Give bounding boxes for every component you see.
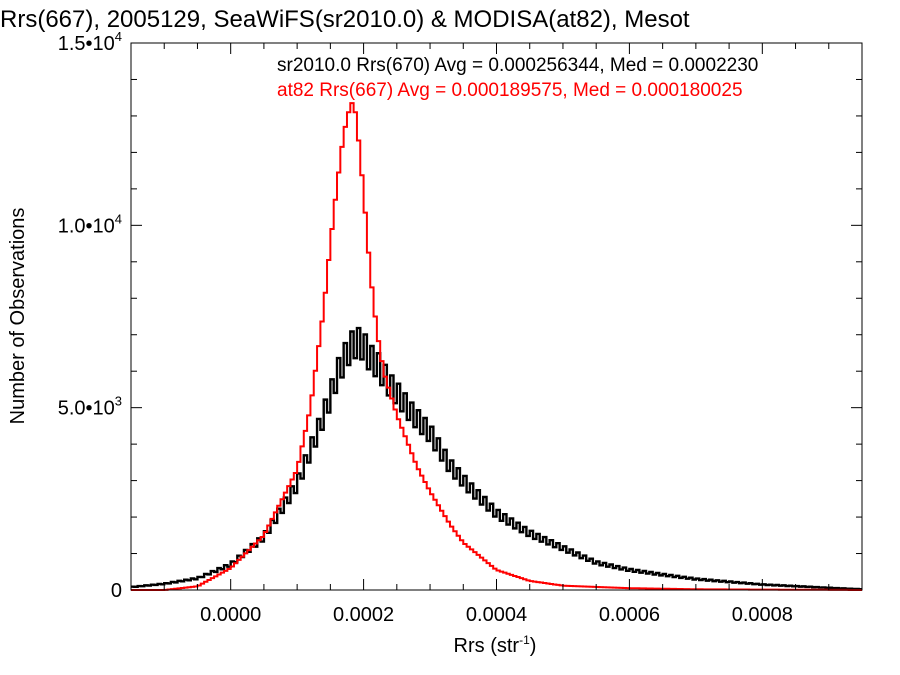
y-tick-label: 0: [111, 580, 122, 602]
x-tick-label: 0.0008: [732, 604, 793, 626]
plot-frame: [130, 42, 863, 591]
legend: sr2010.0 Rrs(670) Avg = 0.000256344, Med…: [277, 55, 758, 101]
legend-entry-sr2010: sr2010.0 Rrs(670) Avg = 0.000256344, Med…: [277, 55, 758, 76]
chart-title: Rrs(667), 2005129, SeaWiFS(sr2010.0) & M…: [0, 6, 690, 33]
x-tick-label: 0.0002: [333, 604, 394, 626]
x-tick-label: 0.0006: [599, 604, 660, 626]
y-tick-label: 1.5•104: [58, 29, 122, 55]
x-axis-label: Rrs (str-1): [454, 633, 537, 657]
x-axis: 0.0000 0.0002 0.0004 0.0006 0.0008: [163, 43, 863, 626]
y-axis: 0 5.0•103 1.0•104 1.5•104: [58, 29, 862, 602]
series-layer: [131, 102, 862, 591]
legend-entry-at82: at82 Rrs(667) Avg = 0.000189575, Med = 0…: [277, 80, 743, 101]
x-tick-label: 0.0004: [466, 604, 527, 626]
series-sr2010-line: [131, 326, 862, 591]
y-tick-label: 5.0•103: [58, 394, 122, 420]
x-tick-label: 0.0000: [200, 604, 261, 626]
y-tick-label: 1.0•104: [58, 211, 122, 237]
y-axis-label: Number of Observations: [7, 208, 29, 425]
